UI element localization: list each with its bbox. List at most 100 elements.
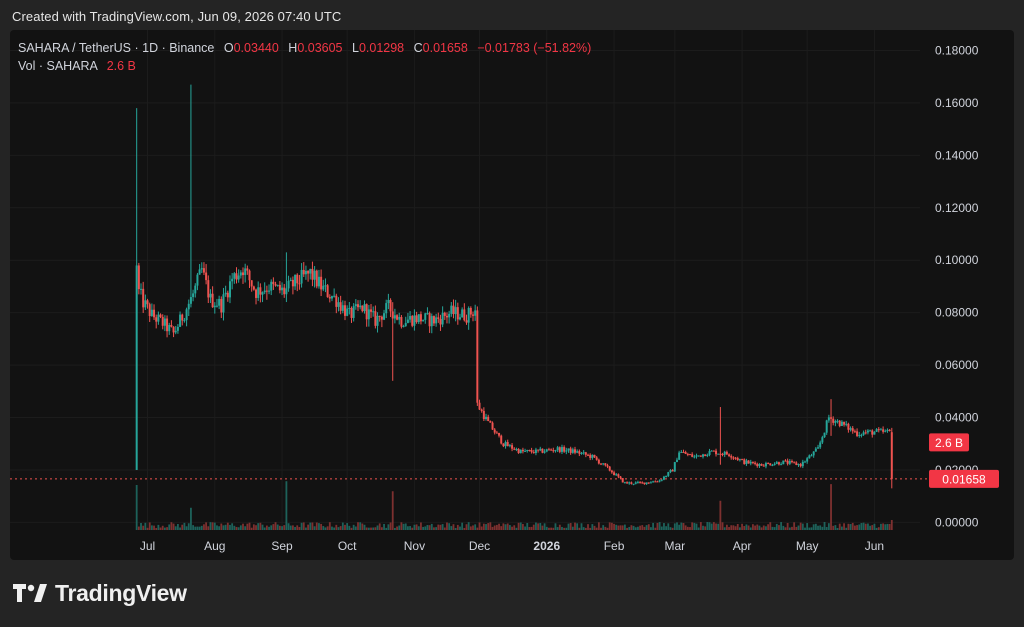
candle-body xyxy=(231,278,234,282)
candle-body xyxy=(652,481,655,483)
candle-body xyxy=(409,316,412,320)
candle-body xyxy=(383,313,386,320)
candle-body xyxy=(743,459,746,465)
candle-body xyxy=(335,295,338,307)
legend-open-value: 0.03440 xyxy=(233,41,279,55)
volume-bar xyxy=(320,523,323,530)
volume-bar xyxy=(209,522,212,530)
candle-body xyxy=(489,421,492,423)
candle-body xyxy=(693,456,696,458)
legend-symbol[interactable]: SAHARA / TetherUS · 1D · Binance xyxy=(18,41,215,55)
volume-bar xyxy=(474,524,477,530)
candle-body xyxy=(476,310,479,403)
volume-bar xyxy=(558,524,561,530)
volume-bar xyxy=(150,525,153,530)
volume-bar xyxy=(485,524,487,530)
candle-body xyxy=(198,269,201,275)
volume-bar xyxy=(424,526,427,530)
candle-body xyxy=(782,460,785,465)
candle-body xyxy=(571,449,574,453)
candle-body xyxy=(389,299,392,312)
volume-bar xyxy=(144,522,147,530)
volume-bar xyxy=(155,527,158,530)
candle-body xyxy=(662,476,665,480)
volume-bar xyxy=(600,527,602,530)
candle-body xyxy=(853,431,856,433)
legend-high-value: 0.03605 xyxy=(297,41,343,55)
volume-bar xyxy=(378,523,381,530)
volume-bar xyxy=(174,526,177,530)
volume-bar xyxy=(535,522,537,530)
candle-body xyxy=(580,452,583,454)
candle-body xyxy=(233,273,236,279)
candle-body xyxy=(326,285,329,298)
volume-bar xyxy=(276,524,279,530)
candle-body xyxy=(554,450,557,452)
volume-bar xyxy=(235,526,238,530)
candle-body xyxy=(767,463,770,465)
volume-bar xyxy=(804,527,806,530)
volume-bar xyxy=(671,527,674,530)
volume-bar xyxy=(708,522,711,530)
volume-bar xyxy=(704,526,707,530)
candle-body xyxy=(289,279,292,281)
candle-body xyxy=(817,447,820,449)
candle-body xyxy=(435,317,438,324)
candle-body xyxy=(886,429,889,431)
candle-body xyxy=(630,482,633,484)
volume-bar xyxy=(699,522,702,530)
candle-body xyxy=(196,274,199,286)
candle-body xyxy=(226,292,229,298)
candle-body xyxy=(515,448,518,450)
candle-body xyxy=(205,272,208,281)
volume-bar xyxy=(359,522,362,530)
candle-body xyxy=(545,449,548,452)
volume-bar xyxy=(801,523,804,530)
volume-bar xyxy=(541,525,544,530)
volume-bar xyxy=(281,526,283,530)
volume-bar xyxy=(550,527,553,530)
candle-body xyxy=(547,449,550,451)
candle-body xyxy=(862,432,865,435)
volume-bar xyxy=(439,524,442,530)
candle-body xyxy=(725,451,728,455)
volume-bar xyxy=(597,522,600,530)
candle-body xyxy=(788,461,791,464)
candle-body xyxy=(307,270,310,274)
volume-bar xyxy=(307,524,309,530)
volume-bar xyxy=(682,522,685,530)
legend-volume-label[interactable]: Vol · SAHARA xyxy=(18,59,98,73)
candle-body xyxy=(723,451,726,455)
legend-close-label: C xyxy=(413,41,423,55)
candle-body xyxy=(257,287,260,298)
candle-body xyxy=(879,429,882,431)
volume-bar xyxy=(495,524,498,530)
x-tick-label: Oct xyxy=(338,539,357,553)
candlestick-chart[interactable]: 0.18000 0.16000 0.14000 0.12000 0.10000 0.080… xyxy=(10,30,1014,560)
candle-body xyxy=(278,284,281,291)
candle-body xyxy=(621,478,624,483)
volume-bar xyxy=(778,525,780,530)
volume-bar xyxy=(376,525,379,530)
volume-bar xyxy=(472,525,474,530)
candle-body xyxy=(281,287,284,291)
volume-bar xyxy=(365,527,368,530)
candle-body xyxy=(246,268,249,271)
volume-bar xyxy=(480,526,483,530)
volume-bar xyxy=(196,526,199,530)
candle-body xyxy=(202,268,205,273)
volume-bar xyxy=(216,525,218,530)
candle-body xyxy=(613,472,616,476)
candle-body xyxy=(678,452,681,460)
candle-body xyxy=(472,314,475,316)
volume-bar xyxy=(615,524,618,530)
volume-bar xyxy=(867,523,869,530)
candle-body xyxy=(448,313,451,318)
volume-bar xyxy=(762,525,765,530)
volume-bar xyxy=(200,525,203,530)
candle-body xyxy=(461,309,464,318)
candle-body xyxy=(717,453,720,455)
chart-panel[interactable]: SAHARA / TetherUS · 1D · Binance O0.0344… xyxy=(10,30,1014,560)
candle-body xyxy=(417,314,420,323)
volume-bar xyxy=(730,525,733,530)
